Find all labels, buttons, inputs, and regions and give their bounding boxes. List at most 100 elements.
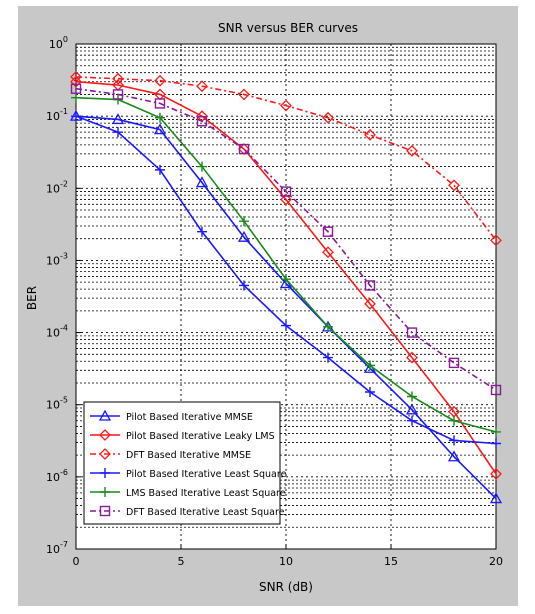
data-point — [491, 426, 501, 437]
legend-marker — [99, 429, 111, 441]
data-point — [406, 327, 418, 338]
chart-title: SNR versus BER curves — [218, 21, 358, 35]
series-4 — [71, 111, 501, 449]
legend-label: LMS Based Iterative Least Square — [126, 488, 286, 499]
y-tick-label: 100 — [49, 35, 68, 51]
y-tick-label: 10-3 — [46, 251, 68, 267]
legend-label: Pilot Based Iterative Leaky LMS — [126, 431, 275, 442]
legend-item: Pilot Based Iterative MMSE — [90, 409, 253, 423]
legend-item: DFT Based Iterative MMSE — [90, 448, 251, 461]
data-point — [281, 320, 291, 331]
data-point — [322, 226, 334, 237]
data-point — [113, 127, 123, 138]
data-point — [280, 193, 292, 206]
data-point — [280, 186, 292, 197]
x-tick-label: 10 — [279, 555, 293, 568]
legend-label: Pilot Based Iterative MMSE — [126, 412, 253, 423]
series-line — [75, 87, 497, 391]
legend-marker — [99, 505, 111, 517]
legend-marker — [100, 468, 110, 478]
legend-marker — [99, 448, 111, 460]
data-point — [449, 415, 459, 426]
data-point — [323, 321, 333, 332]
legend-marker — [100, 487, 110, 497]
y-tick-label: 10-5 — [46, 396, 68, 412]
legend-label: Pilot Based Iterative Least Square — [126, 469, 287, 480]
y-tick-label: 10-2 — [46, 179, 68, 195]
data-point — [364, 128, 376, 141]
data-point — [237, 230, 251, 242]
series-6 — [70, 83, 502, 396]
data-point — [239, 216, 249, 227]
x-tick-label: 15 — [384, 555, 398, 568]
data-point — [71, 111, 81, 122]
legend-marker — [98, 409, 112, 421]
x-tick-label: 5 — [178, 555, 185, 568]
data-point — [280, 99, 292, 112]
data-point — [405, 403, 419, 415]
data-point — [239, 280, 249, 291]
y-tick-label: 10-1 — [46, 107, 68, 123]
legend-label: DFT Based Iterative MMSE — [126, 450, 251, 461]
legend-item: DFT Based Iterative Least Square — [90, 505, 285, 518]
data-point — [196, 116, 208, 127]
data-point — [322, 246, 334, 259]
data-point — [322, 111, 334, 124]
ber-chart: SNR versus BER curves 0 5 10 15 20 100 10-1 10-… — [25, 21, 503, 594]
y-tick-label: 10-6 — [46, 468, 68, 484]
x-axis-label: SNR (dB) — [259, 580, 313, 594]
data-point — [70, 75, 82, 88]
data-point — [364, 297, 376, 310]
y-tick-label: 10-7 — [46, 540, 68, 556]
series-line — [75, 80, 497, 475]
data-point — [238, 88, 250, 101]
data-point — [448, 179, 460, 192]
data-point — [70, 83, 82, 94]
data-point — [154, 98, 166, 109]
series-line — [75, 76, 497, 241]
data-point — [448, 357, 460, 369]
data-point — [70, 70, 82, 83]
legend-item: LMS Based Iterative Least Square — [90, 487, 286, 499]
data-point — [490, 234, 502, 247]
series-5 — [71, 92, 501, 437]
data-point — [490, 467, 502, 480]
data-point — [364, 280, 376, 291]
data-point — [154, 74, 166, 87]
data-point — [406, 144, 418, 157]
data-point — [491, 438, 501, 449]
data-point — [489, 492, 503, 504]
data-point — [447, 450, 461, 462]
data-point — [155, 112, 165, 123]
x-tick-label: 0 — [73, 555, 80, 568]
figure-background: SNR versus BER curves 0 5 10 15 20 100 10-1 10-… — [18, 6, 518, 606]
x-tick-label: 20 — [489, 555, 503, 568]
data-point — [406, 351, 418, 364]
data-point — [197, 226, 207, 237]
data-point — [365, 387, 375, 398]
data-point — [195, 176, 209, 188]
y-tick-label: 10-4 — [46, 324, 68, 340]
legend-item: Pilot Based Iterative Leaky LMS — [90, 429, 275, 442]
data-point — [196, 80, 208, 93]
data-point — [153, 123, 167, 135]
data-point — [112, 72, 124, 85]
data-point — [449, 435, 459, 446]
data-series — [69, 70, 503, 504]
series-3 — [70, 70, 502, 247]
data-point — [71, 92, 81, 103]
data-point — [111, 113, 125, 125]
data-point — [155, 164, 165, 175]
data-point — [323, 352, 333, 363]
data-point — [112, 89, 124, 100]
y-axis-label: BER — [25, 286, 39, 310]
legend-label: DFT Based Iterative Least Square — [126, 507, 285, 518]
data-point — [238, 143, 250, 155]
legend-item: Pilot Based Iterative Least Square — [90, 468, 287, 480]
data-point — [490, 384, 502, 396]
data-point — [407, 415, 417, 426]
data-point — [281, 274, 291, 285]
data-point — [407, 391, 417, 402]
legend: Pilot Based Iterative MMSE Pilot Based It… — [83, 401, 287, 525]
legend-box — [83, 401, 281, 525]
